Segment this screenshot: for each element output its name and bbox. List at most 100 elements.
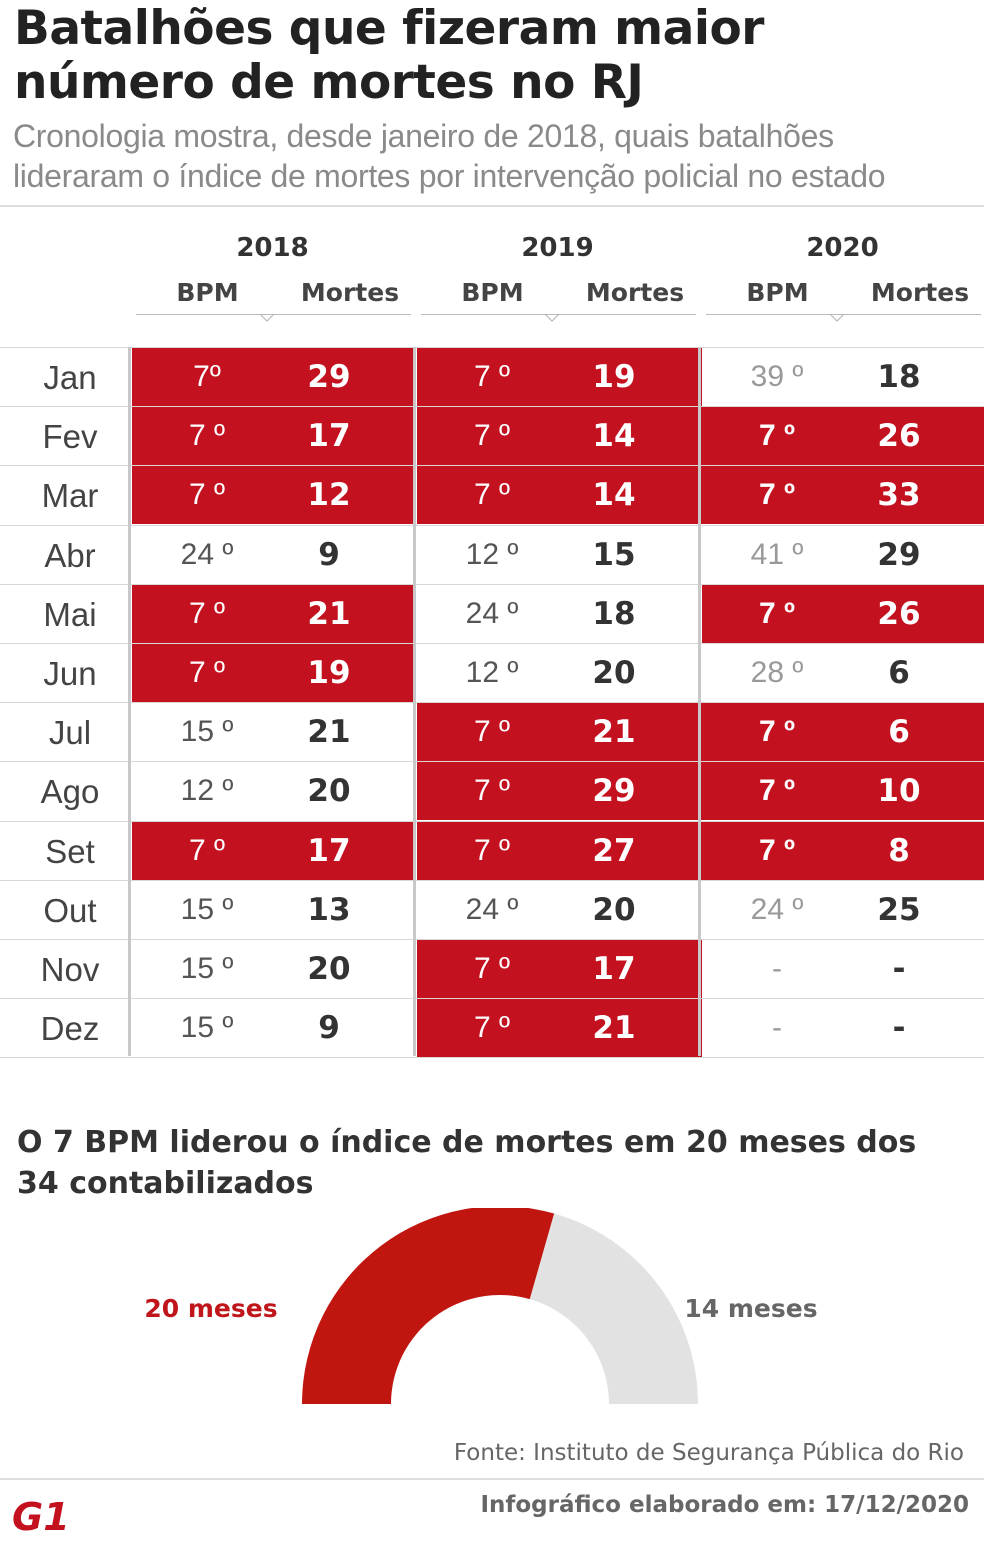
table-cell: 41 º 29 bbox=[702, 526, 984, 584]
bpm-value: 7 º bbox=[189, 419, 225, 452]
bpm-value: 15 º bbox=[180, 952, 234, 985]
bpm-value: 15 º bbox=[180, 893, 234, 926]
bpm-value: 7 º bbox=[189, 656, 225, 689]
page-subtitle: Cronologia mostra, desde janeiro de 2018… bbox=[13, 118, 886, 194]
chevron-down-icon bbox=[830, 314, 844, 322]
bottom-divider bbox=[0, 1478, 984, 1480]
deaths-value: 17 bbox=[307, 833, 351, 869]
month-label: Abr bbox=[44, 537, 96, 574]
row-divider bbox=[0, 525, 984, 526]
gauge-label-red: 20 meses bbox=[144, 1294, 278, 1323]
summary-heading: O 7 BPM liderou o índice de mortes em 20… bbox=[17, 1125, 917, 1201]
bpm-header: BPM bbox=[746, 278, 809, 307]
month-label: Mai bbox=[43, 596, 97, 633]
mortes-header: Mortes bbox=[300, 278, 400, 307]
bpm-value: 24 º bbox=[465, 893, 519, 926]
bpm-value: 7 º bbox=[759, 774, 795, 807]
deaths-value: 21 bbox=[592, 714, 636, 750]
table-cell: 7 º 19 bbox=[417, 348, 702, 406]
table-cell: 7 º 12 bbox=[132, 466, 416, 524]
bpm-value: 12 º bbox=[465, 656, 519, 689]
column-separator bbox=[413, 347, 416, 1056]
bpm-value: - bbox=[772, 952, 782, 985]
deaths-value: 29 bbox=[592, 773, 636, 809]
table-cell: 39 º 18 bbox=[702, 348, 984, 406]
deaths-value: 17 bbox=[307, 418, 351, 454]
table-cell: 12 º 20 bbox=[417, 644, 702, 702]
row-divider bbox=[0, 406, 984, 407]
table-cell: -- bbox=[702, 940, 984, 998]
table-cell: 12 º 15 bbox=[417, 526, 702, 584]
table-cell: 28 º 6 bbox=[702, 644, 984, 702]
row-divider bbox=[0, 998, 984, 999]
row-divider bbox=[0, 584, 984, 585]
bpm-value: 24 º bbox=[180, 538, 234, 571]
month-label: Jan bbox=[43, 359, 97, 396]
table-cell: 7 º 27 bbox=[417, 822, 702, 880]
month-label: Ago bbox=[40, 773, 100, 810]
bpm-value: 41 º bbox=[750, 538, 804, 571]
month-label: Nov bbox=[40, 951, 100, 988]
month-label: Set bbox=[45, 833, 95, 870]
bpm-value: 15 º bbox=[180, 1011, 234, 1044]
table-cell: 7 º 14 bbox=[417, 466, 702, 524]
table-cell: 7 º 17 bbox=[132, 822, 416, 880]
table-cell: 7 º 21 bbox=[417, 703, 702, 761]
gauge-label-gray: 14 meses bbox=[684, 1294, 818, 1323]
table-cell: 15 º 9 bbox=[132, 999, 416, 1057]
g1-logo: G1 bbox=[12, 1495, 70, 1536]
deaths-value: 26 bbox=[877, 418, 921, 454]
bpm-value: 12 º bbox=[465, 538, 519, 571]
bpm-value: 7 º bbox=[759, 834, 795, 867]
column-separator bbox=[128, 347, 131, 1056]
month-label: Jul bbox=[48, 714, 92, 751]
half-donut-chart bbox=[302, 1208, 698, 1404]
table-cell: 7 º 21 bbox=[417, 999, 702, 1057]
table-cell: 7 º 19 bbox=[132, 644, 416, 702]
bpm-value: 7 º bbox=[474, 1011, 510, 1044]
bpm-value: 7 º bbox=[474, 360, 510, 393]
table-cell: 7º 29 bbox=[132, 348, 416, 406]
bpm-header: BPM bbox=[461, 278, 524, 307]
row-divider bbox=[0, 465, 984, 466]
bpm-value: 7 º bbox=[474, 774, 510, 807]
year-header: 2020 bbox=[806, 233, 879, 263]
deaths-value: 20 bbox=[307, 773, 351, 809]
deaths-value: 27 bbox=[592, 833, 636, 869]
table-cell: 15 º 20 bbox=[132, 940, 416, 998]
bpm-value: 39 º bbox=[750, 360, 804, 393]
bpm-value: 7 º bbox=[189, 478, 225, 511]
deaths-value: 29 bbox=[307, 359, 351, 395]
deaths-value: 17 bbox=[592, 951, 636, 987]
gauge-segment-red bbox=[302, 1208, 555, 1404]
row-divider bbox=[0, 347, 984, 348]
bpm-value: 7 º bbox=[759, 715, 795, 748]
table-cell: 7 º 17 bbox=[132, 407, 416, 465]
mortes-header: Mortes bbox=[585, 278, 685, 307]
deaths-value: 12 bbox=[307, 477, 351, 513]
month-label: Jun bbox=[43, 655, 97, 692]
table-cell: 12 º 20 bbox=[132, 762, 416, 820]
deaths-value: 20 bbox=[307, 951, 351, 987]
month-label: Dez bbox=[40, 1010, 100, 1047]
bpm-header: BPM bbox=[176, 278, 239, 307]
gauge-segment-gray bbox=[529, 1213, 698, 1404]
table-cell: 15 º 21 bbox=[132, 703, 416, 761]
infographic-date: Infográfico elaborado em: 17/12/2020 bbox=[480, 1492, 969, 1518]
table-cell: 7 º 6 bbox=[702, 703, 984, 761]
deaths-value: 26 bbox=[877, 596, 921, 632]
deaths-value: 19 bbox=[307, 655, 351, 691]
deaths-value: - bbox=[892, 951, 906, 987]
chevron-down-icon bbox=[260, 314, 274, 322]
bpm-value: 24 º bbox=[750, 893, 804, 926]
deaths-value: 21 bbox=[307, 714, 351, 750]
bpm-value: 7 º bbox=[759, 597, 795, 630]
deaths-value: 18 bbox=[592, 596, 636, 632]
deaths-value: 14 bbox=[592, 418, 636, 454]
bpm-value: 7 º bbox=[474, 952, 510, 985]
bpm-value: 12 º bbox=[180, 774, 234, 807]
month-label: Mar bbox=[41, 477, 99, 514]
deaths-value: 21 bbox=[307, 596, 351, 632]
month-label: Out bbox=[43, 892, 97, 929]
deaths-value: 25 bbox=[877, 892, 921, 928]
